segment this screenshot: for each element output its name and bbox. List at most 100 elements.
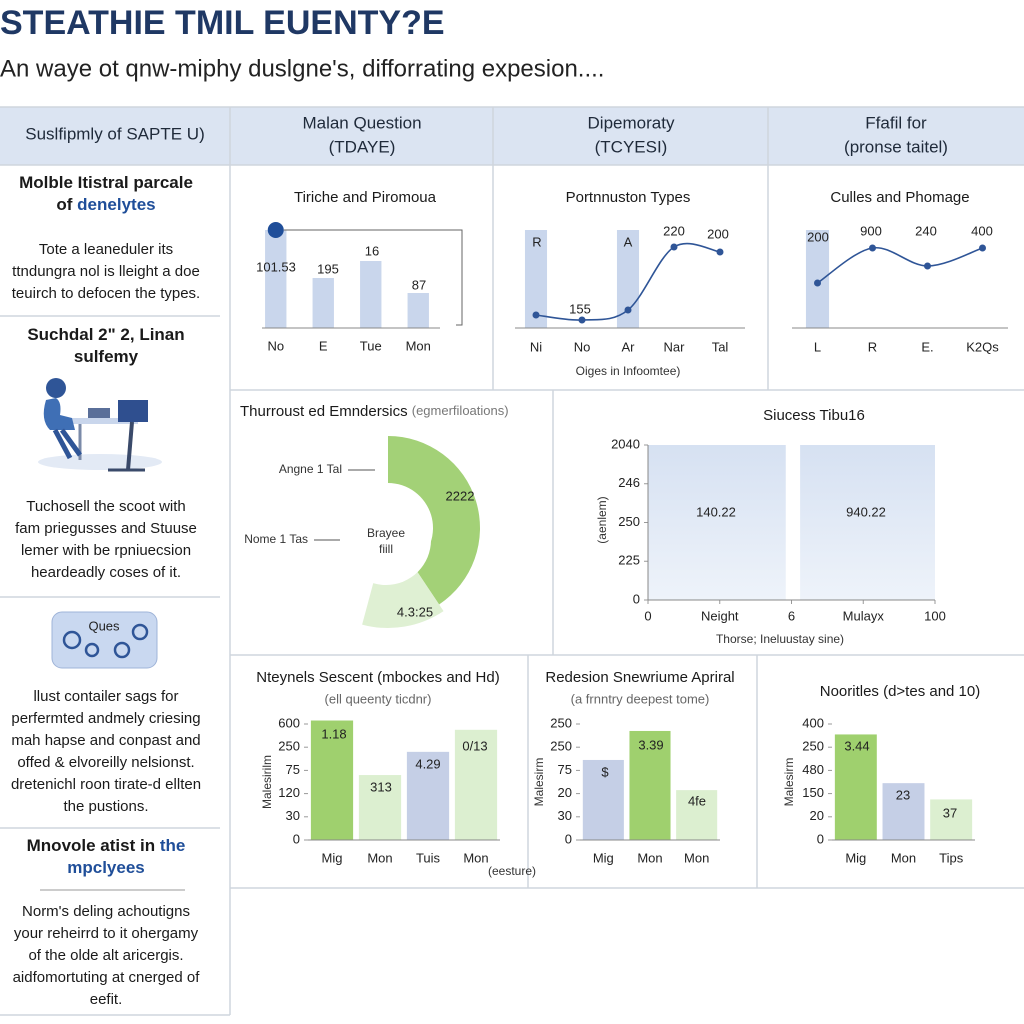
x-tick-label: Tal [712,339,729,354]
y-axis-label: (aenlem) [595,496,609,543]
title-text: Portnnuston Types [566,189,691,206]
highlight-dot [267,222,284,238]
chart-title: Portnnuston Types [566,189,691,206]
x-tick-label: Mon [684,850,709,865]
annotation: 400 [971,223,993,238]
sidebar-text: Norm's deling achoutigns [22,903,190,920]
column-header: Ffafil for [865,113,927,132]
x-tick-label: E. [921,339,933,354]
x-tick-label: Mon [463,850,488,865]
annotation: 140.22 [696,504,736,519]
y-axis-label: Malesirm [532,758,546,807]
annotation: 155 [569,301,591,316]
annotation: 3.39 [638,737,663,752]
center-label: fiill [379,542,393,556]
x-tick-label: Mig [845,850,866,865]
bar [406,751,450,840]
annotation: R [532,234,541,249]
y-tick-label: 600 [278,715,300,730]
annotation: $ [601,764,609,779]
title-text: Culles and Phomage [830,189,969,206]
pie-label: Nome 1 Tas [244,532,308,546]
title-text: Tiriche and Piromoua [294,189,437,206]
point [624,306,632,314]
y-tick-label: 0 [565,831,572,846]
x-tick-label: Mon [406,338,431,353]
annotation: 37 [943,805,957,820]
sidebar-text: perfermted andmely criesing [11,710,200,727]
heading-part: sulfemy [74,347,139,366]
point [578,316,586,324]
y-tick-label: 0 [293,831,300,846]
sidebar-text: teuirch to defocen the types. [12,285,200,302]
icon-badge [51,611,158,669]
chart-title: Culles and Phomage [830,189,969,206]
sidebar-heading: Mnovole atist in the [27,836,186,855]
y-tick-label: 20 [558,785,572,800]
y-tick-label: 400 [802,715,824,730]
annotation: 195 [317,261,339,276]
y-tick-label: 20 [810,808,824,823]
sidebar-text: of the olde alt aricergis. [28,947,183,964]
x-tick-label: Nar [664,339,686,354]
sidebar-heading: Molble Itistral parcale [19,173,193,192]
x-tick-label: 6 [788,608,795,623]
span-bar [800,445,935,600]
annotation: 0/13 [462,738,487,753]
bar [930,799,973,840]
annotation: 220 [663,223,685,238]
annotation: 87 [412,277,426,292]
x-axis-label: (eesture) [488,864,536,878]
y-tick-label: 250 [550,715,572,730]
y-tick-label: 0 [633,591,640,606]
sidebar-text: aidfomortuting at cnerged of [13,969,201,986]
annotation: 3.44 [844,738,869,753]
y-tick-label: 120 [278,785,300,800]
bar [524,230,548,328]
x-axis-label: Oiges in Infoomtee) [576,364,681,378]
y-tick-label: 250 [802,739,824,754]
heading-part: Molble Itistral parcale [19,173,193,192]
annotation: A [624,234,633,249]
y-tick-label: 225 [618,553,640,568]
annotation: 940.22 [846,504,886,519]
y-tick-label: 30 [558,808,572,823]
illustration [38,378,162,472]
point [814,279,821,287]
bar [407,293,429,328]
bar [629,730,671,840]
annotation: 4.29 [415,756,440,771]
x-tick-label: 0 [644,608,651,623]
chart-title: Thurroust ed Emndersics (egmerfiloations… [240,403,509,420]
y-tick-label: 75 [286,762,300,777]
bar [834,734,877,840]
column-header: (TDAYE) [329,137,396,156]
line [817,247,983,284]
sidebar-text: Tote a leaneduler its [39,241,173,258]
annotation: 4.3:25 [397,604,433,619]
column-header: Suslfipmly of SAPTE U) [25,124,205,143]
chart-title: Siucess Tibu16 [763,407,865,424]
point [670,243,678,251]
annotation: 200 [707,226,729,241]
panel-borders [0,106,1024,1016]
x-tick-label: R [868,339,877,354]
title-text: Nteynels Sescent (mbockes and Hd) [256,669,499,686]
annotation: 900 [860,223,882,238]
y-tick-label: 246 [618,475,640,490]
y-tick-label: 2040 [611,436,640,451]
sidebar-text: the pustions. [63,798,148,815]
x-tick-label: Tips [939,850,964,865]
point [532,311,540,319]
bar [265,230,287,328]
sidebar-heading: of denelytes [56,195,155,214]
x-tick-label: Mon [367,850,392,865]
point [979,244,986,252]
bar [310,720,354,840]
icon-label: Ques [88,618,120,633]
column-header: (TCYESI) [595,137,668,156]
bar [676,790,718,840]
x-tick-label: Mig [322,850,343,865]
bar [805,230,830,328]
